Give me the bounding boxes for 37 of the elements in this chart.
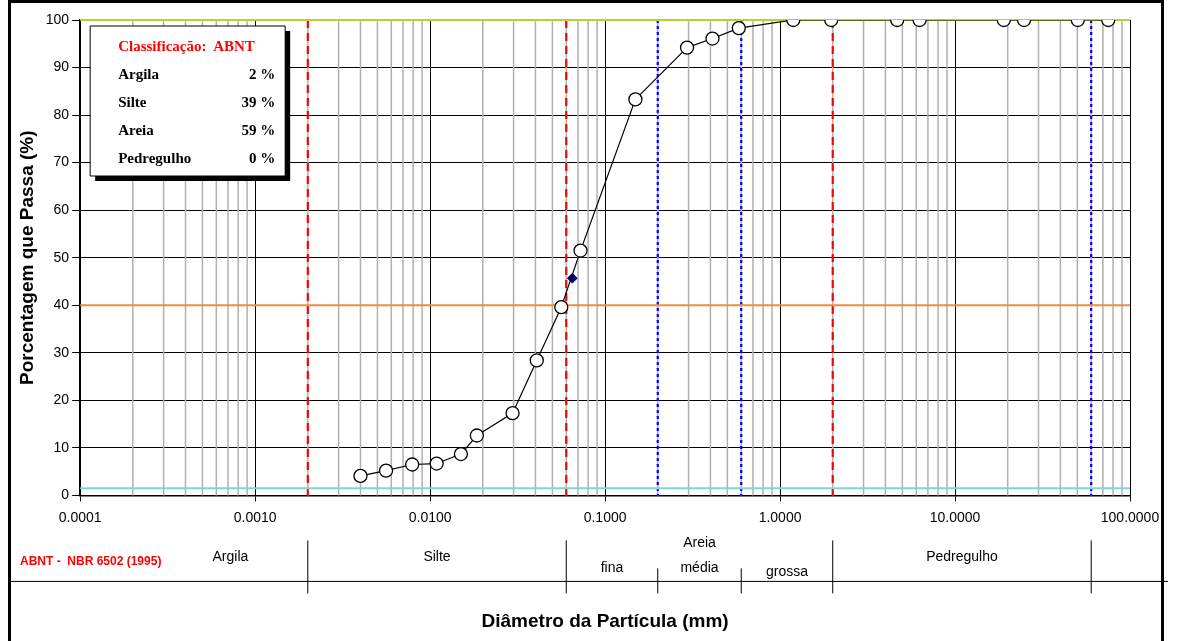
- annotation: 39 %: [241, 93, 276, 110]
- annotation: Areia: [118, 121, 155, 138]
- y-tick-label: 0: [61, 486, 70, 503]
- y-tick-label: 90: [53, 58, 70, 75]
- y-tick-label: 30: [53, 343, 70, 360]
- x-tick-label: 0.1000: [583, 508, 627, 525]
- text: ABNT - NBR 6502 (1995): [20, 553, 162, 568]
- y-tick-label: 60: [53, 201, 70, 218]
- x-tick-label: 1.0000: [758, 508, 802, 525]
- x-tick-label: 100.0000: [1100, 508, 1160, 525]
- y-tick-label: 80: [53, 105, 70, 122]
- x-axis-title: Diâmetro da Partícula (mm): [481, 609, 729, 631]
- annotation: Argila: [118, 65, 160, 82]
- x-tick-label: 10.0000: [929, 508, 981, 525]
- text: grossa: [765, 563, 809, 580]
- annotation: Classificação: ABNT: [118, 37, 255, 54]
- y-tick-label: 70: [53, 153, 70, 170]
- text: Argila: [212, 548, 249, 565]
- x-tick-label: 0.0001: [58, 508, 102, 525]
- text: fina: [600, 559, 624, 576]
- text: Areia: [683, 534, 717, 551]
- annotation: Pedregulho: [118, 149, 192, 166]
- text: Silte: [423, 548, 451, 565]
- y-tick-label: 100: [45, 10, 70, 27]
- annotation: 0 %: [248, 149, 276, 166]
- y-tick-label: 50: [53, 248, 70, 265]
- text: média: [680, 559, 719, 576]
- y-axis-title: Porcentagem que Passa (%): [15, 130, 37, 385]
- y-tick-label: 40: [53, 296, 70, 313]
- y-tick-label: 20: [53, 391, 70, 408]
- annotation: Silte: [118, 93, 147, 110]
- annotation: 2 %: [248, 65, 276, 82]
- text: Pedregulho: [926, 548, 998, 565]
- y-tick-label: 10: [53, 438, 70, 455]
- annotation: 59 %: [241, 121, 276, 138]
- x-tick-label: 0.0010: [233, 508, 277, 525]
- x-tick-label: 0.0100: [408, 508, 452, 525]
